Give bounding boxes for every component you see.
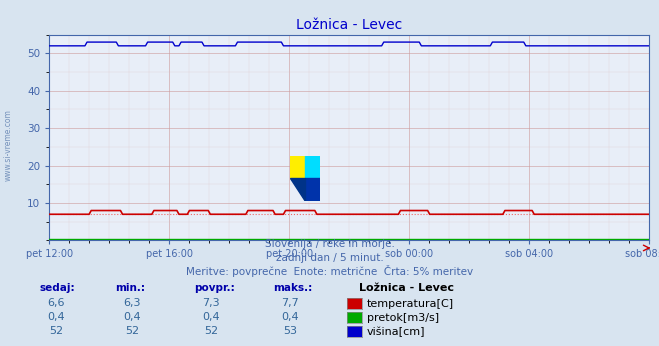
Text: www.si-vreme.com: www.si-vreme.com [3, 109, 13, 181]
Bar [304, 156, 320, 178]
Text: 0,4: 0,4 [47, 312, 65, 322]
Text: sedaj:: sedaj: [40, 283, 75, 293]
Text: 6,6: 6,6 [47, 298, 65, 308]
Text: Slovenija / reke in morje.: Slovenija / reke in morje. [264, 239, 395, 249]
Text: povpr.:: povpr.: [194, 283, 235, 293]
Text: 52: 52 [204, 326, 218, 336]
Text: 52: 52 [125, 326, 139, 336]
Text: 53: 53 [283, 326, 297, 336]
Title: Ložnica - Levec: Ložnica - Levec [296, 18, 403, 32]
Text: Meritve: povprečne  Enote: metrične  Črta: 5% meritev: Meritve: povprečne Enote: metrične Črta:… [186, 265, 473, 277]
Text: 0,4: 0,4 [123, 312, 140, 322]
Text: 52: 52 [49, 326, 63, 336]
Text: višina[cm]: višina[cm] [367, 327, 426, 337]
Text: temperatura[C]: temperatura[C] [367, 300, 454, 309]
Text: pretok[m3/s]: pretok[m3/s] [367, 313, 439, 323]
Text: 0,4: 0,4 [281, 312, 299, 322]
Text: min.:: min.: [115, 283, 146, 293]
Text: 7,3: 7,3 [202, 298, 219, 308]
Bar [290, 156, 304, 178]
Text: 7,7: 7,7 [281, 298, 299, 308]
Text: 6,3: 6,3 [123, 298, 140, 308]
Polygon shape [290, 178, 304, 201]
Text: Ložnica - Levec: Ložnica - Levec [359, 283, 454, 293]
Text: maks.:: maks.: [273, 283, 313, 293]
Text: 0,4: 0,4 [202, 312, 219, 322]
Bar [304, 178, 320, 201]
Text: zadnji dan / 5 minut.: zadnji dan / 5 minut. [275, 253, 384, 263]
